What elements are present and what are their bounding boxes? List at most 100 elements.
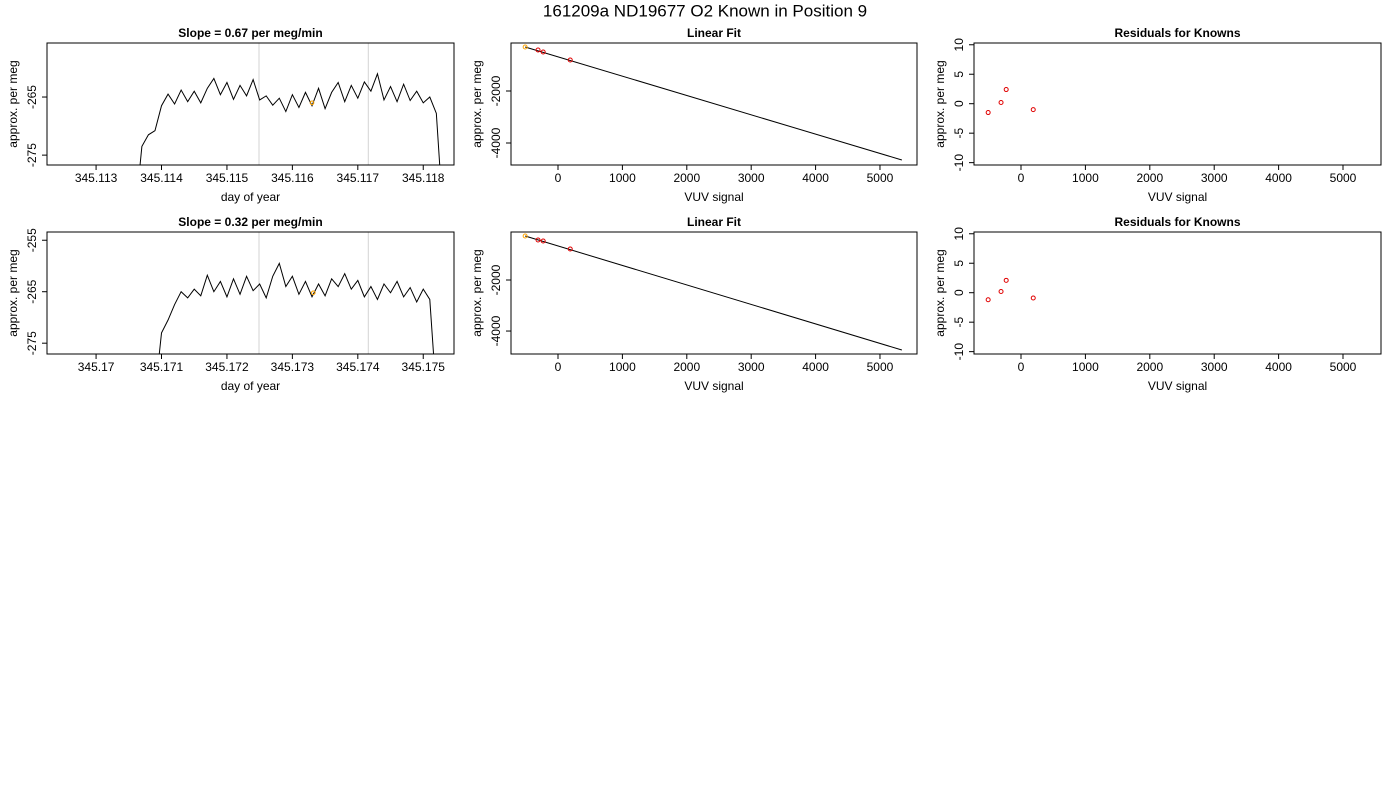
- y-tick-label: 5: [952, 260, 966, 267]
- y-tick-label: -10: [952, 343, 966, 361]
- panel-title: Slope = 0.32 per meg/min: [178, 215, 322, 229]
- main-title: 161209a ND19677 O2 Known in Position 9: [543, 1, 867, 20]
- plot-frame: [973, 42, 1382, 166]
- plot-frame: [46, 42, 455, 166]
- fit-line: [525, 235, 903, 351]
- plot-frame: [510, 42, 918, 166]
- x-tick-label: 1000: [609, 360, 636, 374]
- y-tick-label: -4000: [489, 315, 503, 346]
- x-tick-label: 345.114: [140, 171, 183, 185]
- panel-title: Linear Fit: [687, 215, 741, 229]
- x-tick-label: 5000: [1330, 171, 1357, 185]
- y-tick-label: -265: [25, 85, 39, 109]
- data-point: [535, 47, 541, 53]
- x-tick-label: 2000: [1136, 171, 1163, 185]
- x-axis-label: day of year: [221, 379, 280, 393]
- x-tick-label: 0: [555, 360, 562, 374]
- x-tick-label: 4000: [1265, 171, 1292, 185]
- marker-point: [311, 290, 316, 296]
- data-point: [1003, 277, 1009, 283]
- y-tick-label: -265: [25, 279, 39, 303]
- x-tick-label: 4000: [1265, 360, 1292, 374]
- x-axis-label: VUV signal: [684, 190, 743, 204]
- data-point: [535, 237, 541, 243]
- x-tick-label: 1000: [609, 171, 636, 185]
- x-tick-label: 2000: [673, 171, 700, 185]
- x-tick-label: 345.117: [337, 171, 380, 185]
- plot-area: [522, 44, 903, 161]
- data-point: [522, 44, 528, 50]
- plot-area: [522, 233, 903, 351]
- data-point: [1030, 295, 1036, 301]
- x-tick-label: 4000: [802, 360, 829, 374]
- x-tick-label: 1000: [1072, 360, 1099, 374]
- y-tick-label: -275: [25, 331, 39, 355]
- y-axis-label: approx. per meg: [470, 249, 484, 336]
- x-tick-label: 345.17: [78, 360, 115, 374]
- x-tick-label: 5000: [867, 360, 894, 374]
- x-tick-label: 3000: [1201, 171, 1228, 185]
- data-line: [139, 72, 441, 165]
- x-tick-label: 345.115: [206, 171, 249, 185]
- x-tick-label: 0: [555, 171, 562, 185]
- data-point: [567, 246, 573, 252]
- panel-title: Residuals for Knowns: [1114, 215, 1240, 229]
- x-axis-label: VUV signal: [1148, 190, 1207, 204]
- data-line: [158, 262, 435, 354]
- plot-area: [158, 232, 435, 354]
- data-point: [540, 238, 546, 244]
- x-tick-label: 345.171: [140, 360, 184, 374]
- x-tick-label: 0: [1018, 360, 1025, 374]
- x-tick-label: 5000: [867, 171, 894, 185]
- x-tick-label: 5000: [1330, 360, 1357, 374]
- x-tick-label: 345.116: [271, 171, 314, 185]
- plot-area: [139, 43, 441, 165]
- fit-line: [525, 46, 903, 161]
- y-tick-label: 10: [952, 38, 966, 52]
- x-axis-label: VUV signal: [1148, 379, 1207, 393]
- data-point: [567, 57, 573, 63]
- data-point: [998, 100, 1004, 106]
- x-tick-label: 2000: [673, 360, 700, 374]
- panel-title: Linear Fit: [687, 26, 741, 40]
- y-tick-label: 0: [952, 289, 966, 296]
- y-axis-label: approx. per meg: [6, 60, 20, 147]
- x-tick-label: 4000: [802, 171, 829, 185]
- x-tick-label: 3000: [738, 360, 765, 374]
- plot-frame: [510, 231, 918, 355]
- plot-area: [985, 87, 1036, 116]
- x-axis-label: day of year: [221, 190, 280, 204]
- y-tick-label: -5: [952, 317, 966, 328]
- x-tick-label: 0: [1018, 171, 1025, 185]
- x-tick-label: 2000: [1136, 360, 1163, 374]
- y-tick-label: 10: [952, 227, 966, 241]
- marker-point: [309, 100, 315, 106]
- x-tick-label: 3000: [1201, 360, 1228, 374]
- panel-title: Residuals for Knowns: [1114, 26, 1240, 40]
- data-point: [1030, 107, 1036, 113]
- plot-frame: [973, 231, 1382, 355]
- y-tick-label: -10: [952, 154, 966, 172]
- data-point: [998, 289, 1004, 295]
- x-tick-label: 345.172: [205, 360, 249, 374]
- y-tick-label: -5: [952, 128, 966, 139]
- y-axis-label: approx. per meg: [470, 60, 484, 147]
- y-tick-label: -2000: [489, 264, 503, 295]
- x-tick-label: 345.113: [75, 171, 118, 185]
- x-axis-label: VUV signal: [684, 379, 743, 393]
- data-point: [522, 233, 528, 239]
- plot-area: [985, 277, 1036, 303]
- data-point: [985, 110, 991, 116]
- y-tick-label: -2000: [489, 75, 503, 106]
- y-tick-label: -275: [25, 143, 39, 167]
- data-point: [540, 49, 546, 55]
- x-tick-label: 345.175: [402, 360, 446, 374]
- x-tick-label: 3000: [738, 171, 765, 185]
- panel-title: Slope = 0.67 per meg/min: [178, 26, 322, 40]
- y-axis-label: approx. per meg: [6, 249, 20, 336]
- plot-frame: [46, 231, 455, 355]
- y-axis-label: approx. per meg: [933, 249, 947, 336]
- y-tick-label: -4000: [489, 127, 503, 158]
